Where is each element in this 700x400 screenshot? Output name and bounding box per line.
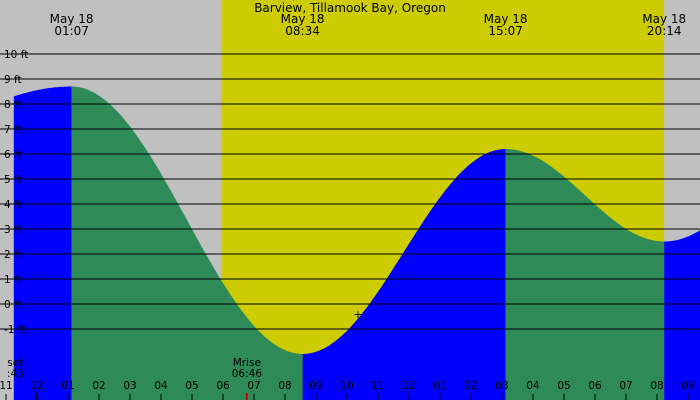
x-axis: 11 12 01 02 03 04 05 06 07 08 09 10 11 12 01 02 03 04 05 06… — [0, 380, 695, 400]
falling-tide-segment — [505, 149, 665, 400]
x-tick-label: 08 — [278, 380, 291, 392]
y-tick-label: 6 ft — [4, 149, 22, 161]
extreme-date-label: May 18 — [281, 12, 325, 26]
x-tick-label: 08 — [650, 380, 663, 392]
moon-event-label: Mrise — [233, 357, 261, 369]
x-tick-label: 11 — [0, 380, 13, 392]
x-tick-label: 02 — [464, 380, 477, 392]
moon-event-time: 06:46 — [232, 368, 263, 380]
y-tick-label: 4 ft — [4, 199, 22, 211]
moon-event-label: set — [7, 357, 23, 369]
x-tick-label: 07 — [247, 380, 260, 392]
rising-tide-segment — [302, 149, 506, 400]
extreme-date-label: May 18 — [50, 12, 94, 26]
moon-event-time: :43 — [7, 368, 24, 380]
y-tick-label: 1 ft — [4, 274, 22, 286]
extreme-time-label: 20:14 — [647, 24, 682, 38]
x-tick-label: 03 — [495, 380, 508, 392]
extreme-date-label: May 18 — [642, 12, 686, 26]
x-tick-label: 10 — [340, 380, 353, 392]
extreme-time-label: 01:07 — [54, 24, 89, 38]
rising-tide-segment — [664, 230, 700, 400]
x-tick-label: 04 — [526, 380, 540, 392]
x-tick-label: 03 — [123, 380, 136, 392]
y-tick-label: -1 ft — [4, 324, 25, 336]
x-tick-label: 12 — [30, 380, 43, 392]
extreme-time-label: 15:07 — [488, 24, 523, 38]
y-axis-labels: 10 ft 9 ft 8 ft 7 ft 6 ft 5 ft 4 ft 3 ft 2 ft 1 f… — [4, 49, 28, 336]
y-tick-label: 3 ft — [4, 224, 22, 236]
x-tick-label: 07 — [619, 380, 632, 392]
y-tick-label: 5 ft — [4, 174, 22, 186]
chart-title: Barview, Tillamook Bay, Oregon — [254, 1, 446, 15]
x-tick-label: 11 — [371, 380, 384, 392]
x-tick-label: 06 — [588, 380, 602, 392]
cursor-crosshair: + — [353, 308, 362, 321]
extreme-time-label: 08:34 — [285, 24, 320, 38]
gridlines — [0, 53, 700, 330]
x-tick-label: 06 — [216, 380, 230, 392]
y-tick-label: 0 ft — [4, 299, 22, 311]
y-tick-label: 7 ft — [4, 124, 22, 136]
falling-tide-segment — [71, 86, 303, 400]
x-tick-label: 01 — [61, 380, 74, 392]
x-tick-label: 05 — [185, 380, 198, 392]
tide-area — [13, 86, 700, 400]
x-tick-label: 02 — [92, 380, 105, 392]
y-tick-label: 2 ft — [4, 249, 22, 261]
y-tick-label: 10 ft — [4, 49, 28, 61]
x-tick-label: 04 — [154, 380, 168, 392]
x-tick-label: 09 — [681, 380, 694, 392]
y-tick-label: 8 ft — [4, 99, 22, 111]
x-tick-label: 01 — [433, 380, 446, 392]
y-tick-label: 9 ft — [4, 74, 22, 86]
rising-tide-segment — [13, 86, 72, 400]
extreme-date-label: May 18 — [484, 12, 528, 26]
x-tick-label: 05 — [557, 380, 570, 392]
x-tick-label: 12 — [402, 380, 415, 392]
x-tick-label: 09 — [309, 380, 322, 392]
